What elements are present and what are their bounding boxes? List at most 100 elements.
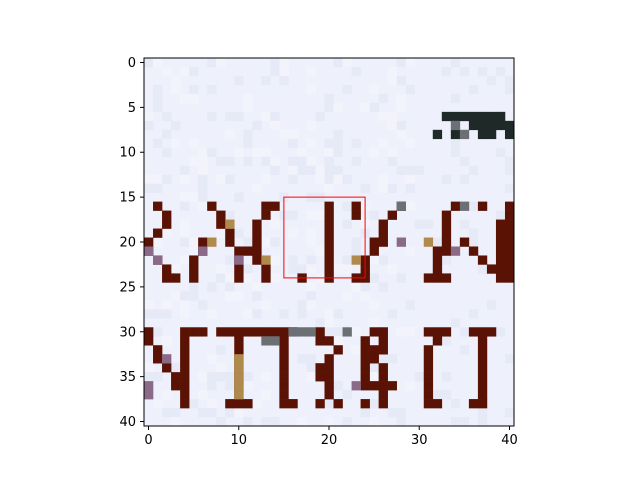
image-bg-cell (342, 219, 352, 229)
stroke-pixel (369, 327, 379, 337)
image-bg-cell (297, 417, 307, 427)
image-bg-cell (378, 183, 388, 193)
stroke-pixel (468, 120, 479, 131)
stroke-pixel (360, 345, 370, 355)
stroke-pixel (477, 354, 488, 364)
image-bg-cell (450, 58, 461, 68)
tan-pixel (234, 372, 244, 382)
stroke-pixel (423, 345, 434, 355)
image-pixels (144, 58, 515, 427)
image-bg-cell (495, 66, 506, 77)
image-bg-cell (225, 273, 235, 283)
image-bg-cell (297, 354, 307, 364)
image-bg-cell (405, 183, 416, 193)
image-bg-cell (171, 417, 181, 427)
stroke-pixel (189, 255, 199, 265)
image-bg-cell (153, 84, 163, 95)
stroke-pixel (180, 372, 190, 382)
stroke-pixel (162, 363, 172, 373)
stroke-pixel (252, 255, 262, 265)
image-bg-cell (306, 264, 316, 274)
stroke-pixel (270, 201, 280, 211)
stroke-pixel (441, 273, 452, 283)
grey-pixel (297, 327, 307, 337)
image-bg-cell (162, 300, 172, 310)
stroke-pixel (207, 201, 217, 211)
image-bg-cell (279, 75, 289, 86)
image-bg-cell (333, 309, 343, 319)
image-bg-cell (153, 309, 163, 319)
image-bg-cell (504, 408, 515, 418)
image-bg-cell (396, 273, 407, 283)
x-tick-label: 30 (411, 433, 428, 448)
image-bg-cell (306, 237, 316, 247)
stroke-pixel (432, 264, 443, 274)
image-bg-cell (441, 372, 452, 382)
stroke-pixel (477, 372, 488, 382)
mauve-pixel (144, 390, 154, 400)
stroke-pixel (225, 399, 235, 409)
stroke-pixel (324, 201, 334, 211)
image-bg-cell (468, 228, 479, 238)
image-bg-cell (207, 381, 217, 391)
mauve-pixel (162, 354, 172, 364)
image-bg-cell (153, 102, 163, 113)
stroke-pixel (144, 237, 154, 247)
stroke-pixel (171, 381, 181, 391)
stroke-pixel (180, 363, 190, 373)
stroke-pixel (279, 390, 289, 400)
image-bg-cell (198, 183, 208, 193)
stroke-pixel (324, 381, 334, 391)
image-bg-cell (261, 174, 271, 184)
image-bg-cell (504, 75, 515, 86)
image-bg-cell (252, 183, 262, 193)
image-bg-cell (144, 58, 154, 68)
image-bg-cell (162, 228, 172, 238)
image-bg-cell (261, 237, 271, 247)
image-bg-cell (171, 363, 181, 373)
image-bg-cell (162, 129, 172, 140)
stroke-pixel (504, 129, 515, 140)
image-bg-cell (369, 147, 379, 158)
image-bg-cell (369, 84, 379, 95)
stroke-pixel (198, 327, 208, 337)
stroke-pixel (378, 228, 388, 238)
image-bg-cell (225, 408, 235, 418)
image-bg-cell (171, 291, 181, 301)
image-bg-cell (315, 318, 325, 328)
image-bg-cell (288, 138, 298, 149)
tan-pixel (234, 390, 244, 400)
image-bg-cell (270, 237, 280, 247)
image-bg-cell (396, 129, 407, 140)
image-bg-cell (243, 138, 253, 149)
stroke-pixel (198, 237, 208, 247)
stroke-pixel (360, 363, 370, 373)
image-bg-cell (387, 309, 397, 319)
image-bg-cell (324, 147, 334, 158)
tan-pixel (423, 237, 434, 247)
image-bg-cell (306, 84, 316, 95)
image-bg-cell (396, 58, 407, 68)
stroke-pixel (324, 255, 334, 265)
image-bg-cell (378, 174, 388, 184)
image-bg-cell (189, 237, 199, 247)
stroke-pixel (423, 354, 434, 364)
image-bg-cell (306, 210, 316, 220)
image-bg-cell (207, 309, 217, 319)
image-bg-cell (387, 183, 397, 193)
tan-pixel (234, 354, 244, 364)
image-bg-cell (414, 372, 425, 382)
grey-pixel (459, 129, 470, 140)
image-bg-cell (360, 183, 370, 193)
image-bg-cell (369, 102, 379, 113)
stroke-pixel (279, 363, 289, 373)
image-bg-cell (333, 327, 343, 337)
image-bg-cell (333, 129, 343, 140)
image-bg-cell (450, 93, 461, 104)
y-tick-label: 20 (119, 236, 136, 251)
image-bg-cell (216, 264, 226, 274)
image-bg-cell (405, 58, 416, 68)
image-bg-cell (351, 237, 361, 247)
image-bg-cell (504, 183, 515, 193)
tan-pixel (261, 255, 271, 265)
